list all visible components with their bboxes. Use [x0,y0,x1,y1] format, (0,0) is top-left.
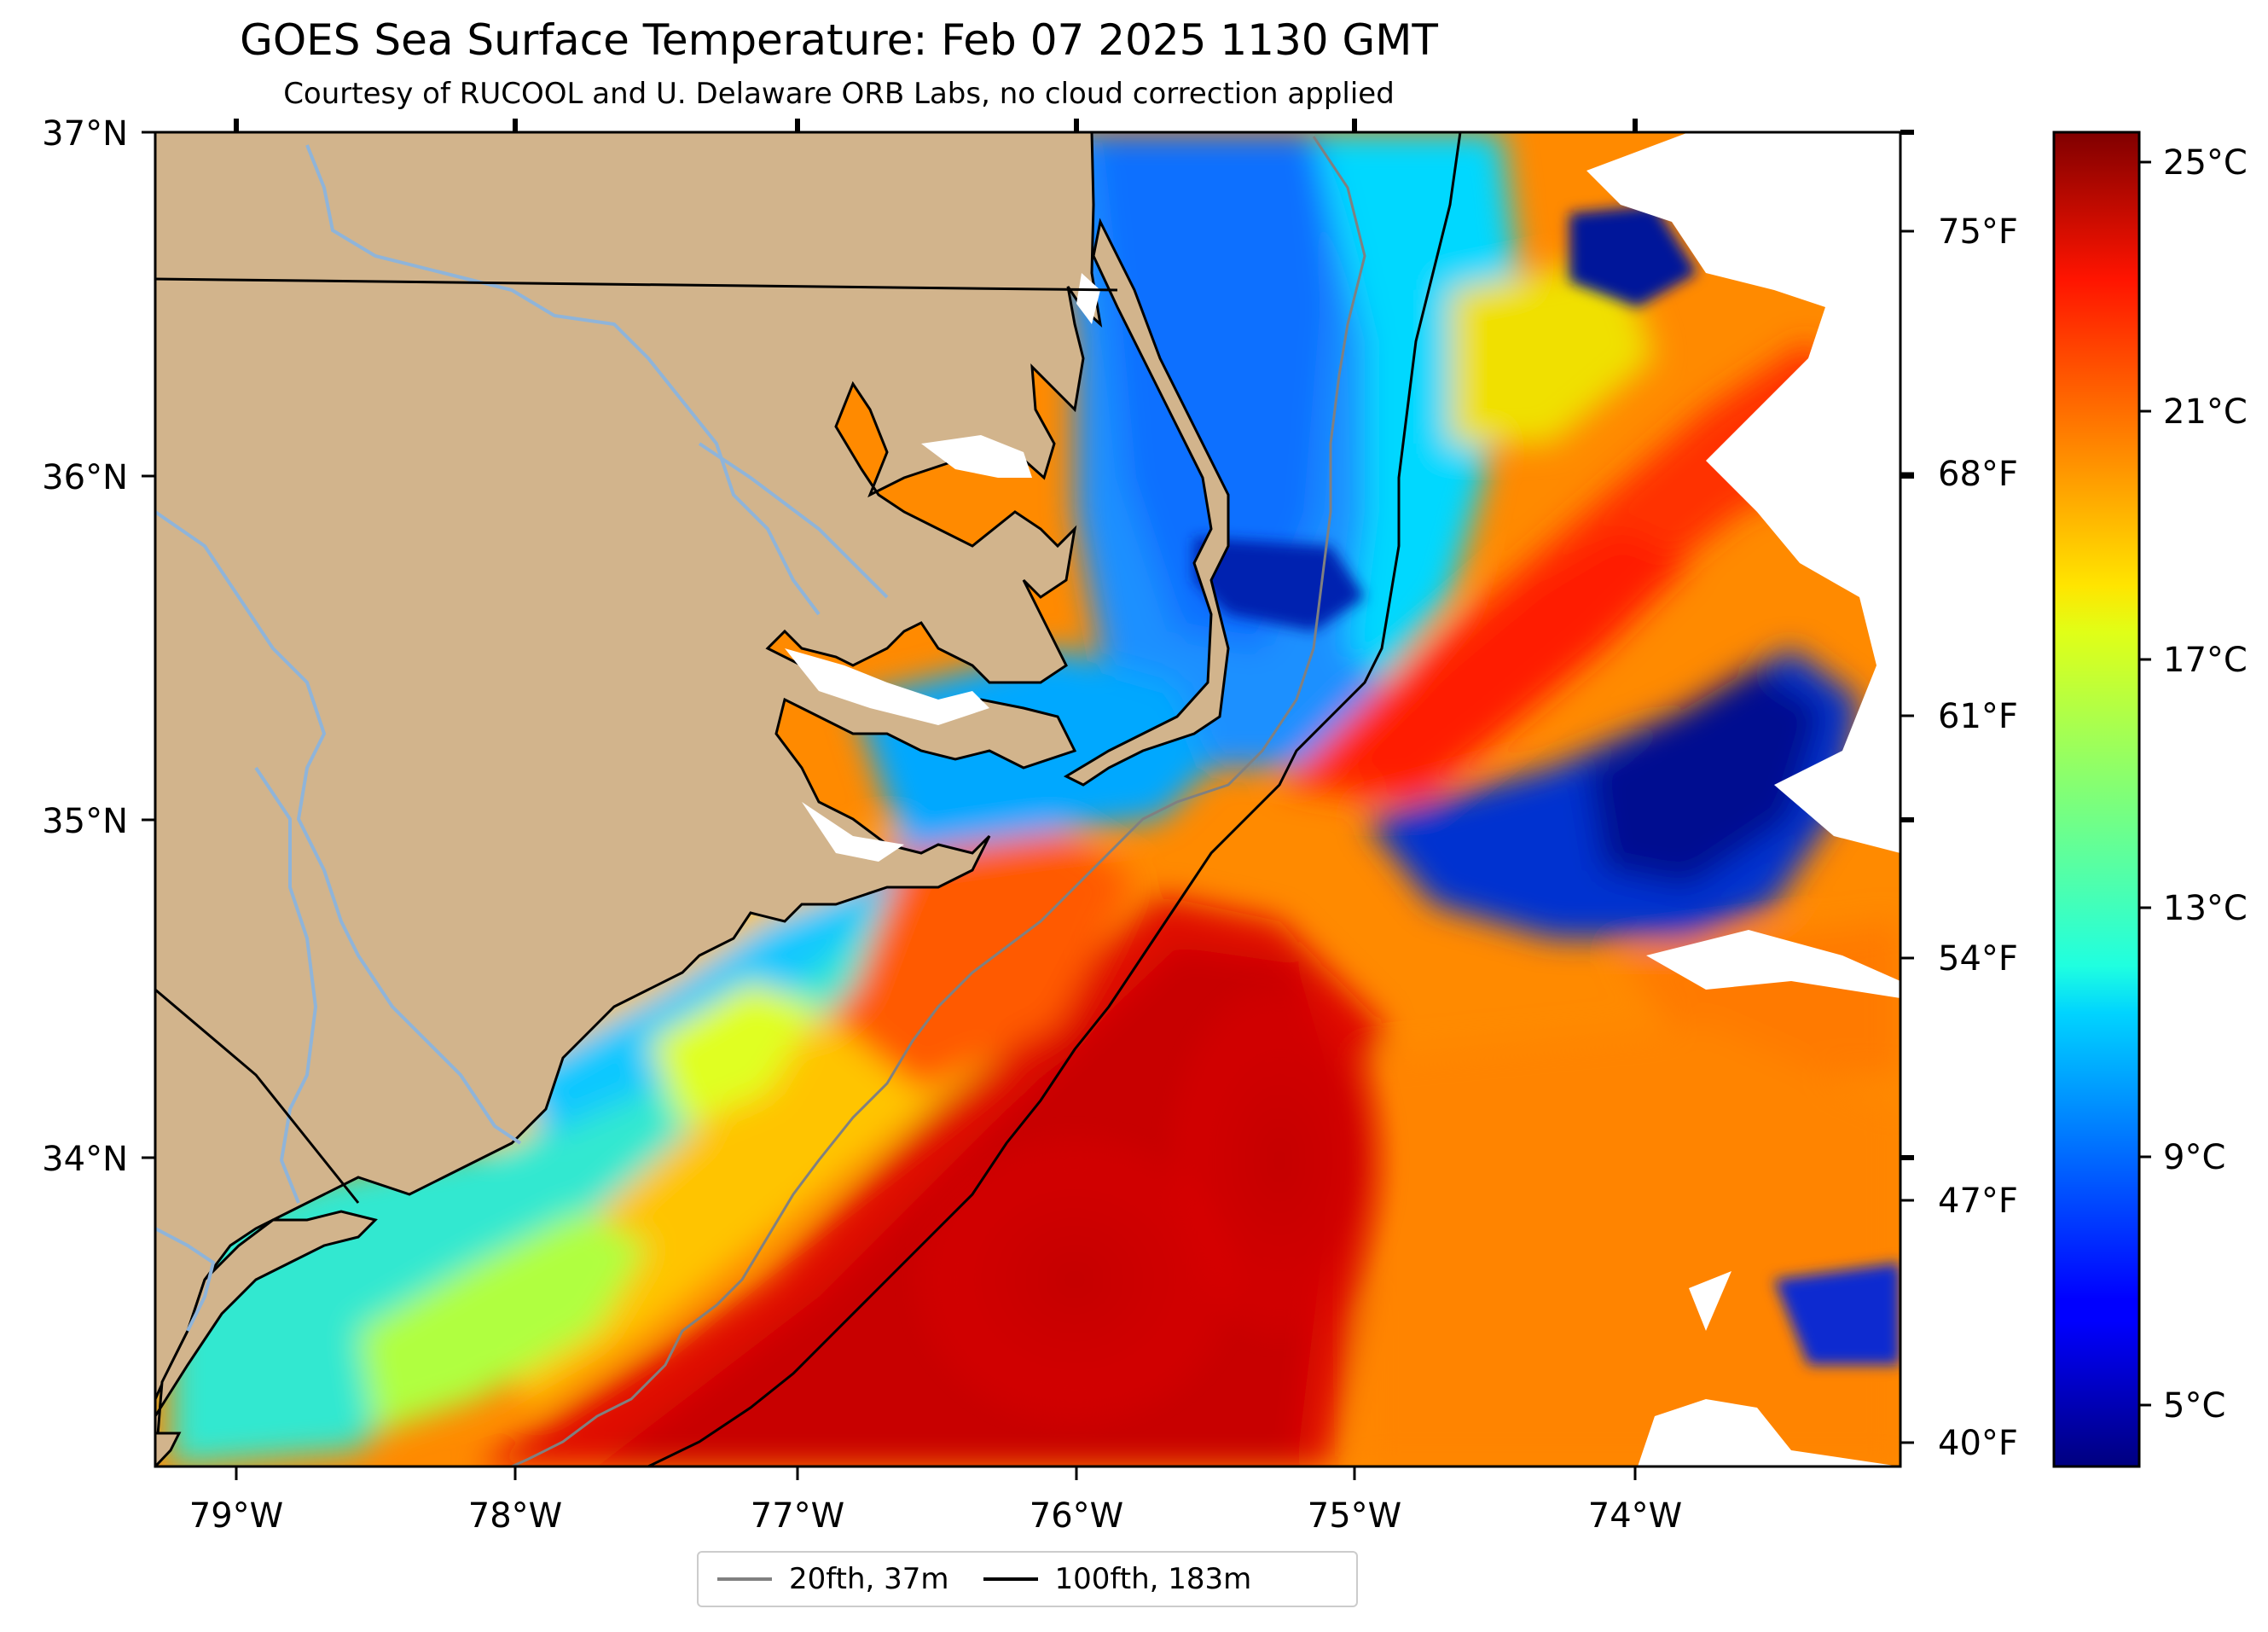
colorbar-label: 21°C [2163,392,2248,432]
f-label: 75°F [1938,212,2018,252]
lon-label: 79°W [189,1496,283,1536]
sound-no-data [785,273,1100,862]
f-label: 40°F [1938,1424,2018,1463]
map-frame [154,131,1902,1468]
state-boundaries [155,277,1118,1204]
lon-label: 76°W [1030,1496,1123,1536]
lon-label: 77°W [751,1496,844,1536]
lat-label: 36°N [42,458,128,497]
legend-swatch-black [983,1577,1038,1581]
lat-label: 37°N [42,114,128,154]
lon-label: 78°W [468,1496,562,1536]
map-ticks [142,119,1914,1480]
no-data-regions [1586,132,1900,1466]
colorbar-label: 17°C [2163,641,2248,680]
isobath-100fth [647,132,1462,1466]
f-label: 54°F [1938,939,2018,979]
isobath-legend: 20fth, 37m 100fth, 183m [697,1551,1358,1607]
legend-label: 100fth, 183m [1054,1562,1252,1596]
colorbar-label: 9°C [2163,1138,2225,1177]
lat-label: 34°N [42,1140,128,1179]
map-title: GOES Sea Surface Temperature: Feb 07 202… [240,15,1438,65]
colorbar-label: 13°C [2163,889,2248,928]
colorbar [2052,131,2141,1468]
colorbar-ticks: 25°C 21°C 17°C 13°C 9°C 5°C [2139,143,2248,1426]
legend-label: 20fth, 37m [789,1562,949,1596]
colorbar-label: 5°C [2163,1386,2225,1426]
lon-labels: 79°W 78°W 77°W 76°W 75°W 74°W [189,1496,1682,1536]
legend-swatch-gray [717,1577,772,1581]
lat-label: 35°N [42,802,128,841]
f-label: 47°F [1938,1182,2018,1221]
map-subtitle: Courtesy of RUCOOL and U. Delaware ORB L… [283,77,1395,111]
sst-field [155,132,1900,1466]
colorbar-label: 25°C [2163,143,2248,183]
lon-label: 75°W [1308,1496,1401,1536]
legend-item-20fth: 20fth, 37m [717,1562,949,1596]
f-label: 68°F [1938,455,2018,494]
lon-label: 74°W [1588,1496,1682,1536]
isobath-20fth [511,136,1366,1466]
fahrenheit-labels: 75°F 68°F 61°F 54°F 47°F 40°F [1900,212,2018,1463]
lat-labels: 37°N 36°N 35°N 34°N [42,114,128,1179]
legend-item-100fth: 100fth, 183m [983,1562,1252,1596]
rivers [155,144,889,1332]
f-label: 61°F [1938,697,2018,736]
